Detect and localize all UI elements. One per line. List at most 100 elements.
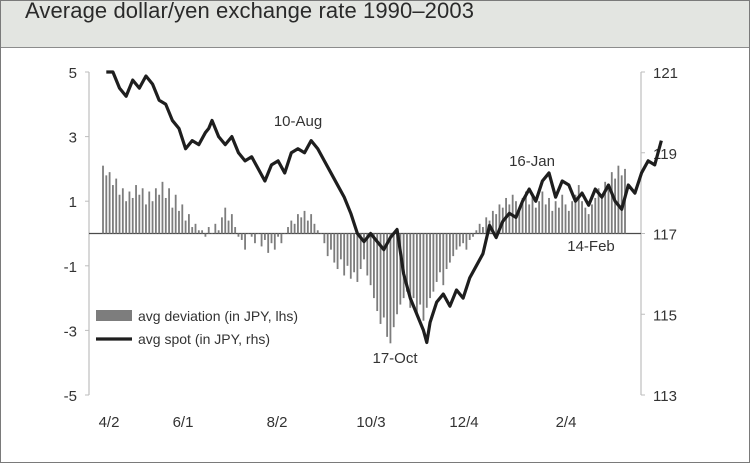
legend: avg deviation (in JPY, lhs) avg spot (in … — [96, 308, 298, 347]
deviation-bar — [339, 233, 342, 260]
deviation-bar — [131, 197, 134, 234]
deviation-bar — [558, 207, 560, 234]
deviation-bar — [138, 194, 141, 234]
annotation-label: 10-Aug — [274, 113, 322, 130]
deviation-bar — [164, 197, 167, 234]
deviation-bar — [194, 223, 197, 234]
deviation-bar — [237, 233, 240, 237]
deviation-bar — [544, 204, 547, 234]
deviation-bar — [346, 233, 349, 266]
deviation-bar — [224, 207, 227, 234]
deviation-bar — [207, 227, 210, 234]
deviation-bar — [455, 233, 458, 250]
deviation-bar — [310, 214, 313, 234]
deviation-bar — [478, 223, 481, 234]
deviation-bar — [297, 214, 299, 234]
deviation-bar — [458, 233, 461, 247]
deviation-bar — [270, 233, 273, 244]
x-tick-label: 6/1 — [173, 414, 194, 431]
deviation-bar — [472, 233, 474, 237]
deviation-bar — [425, 233, 428, 308]
deviation-bar — [491, 210, 494, 234]
deviation-bar — [399, 233, 402, 305]
deviation-bar — [462, 233, 465, 244]
annotation-label: 16-Jan — [509, 153, 555, 170]
x-tick-label: 10/3 — [356, 414, 385, 431]
left-tick-label: -5 — [64, 388, 77, 405]
annotation-label: 17-Oct — [372, 350, 418, 367]
deviation-bar — [121, 188, 124, 234]
deviation-bar — [475, 230, 478, 234]
deviation-bar — [356, 233, 359, 282]
spot-line — [106, 70, 663, 345]
deviation-bar — [600, 194, 603, 234]
deviation-bar — [214, 223, 217, 234]
deviation-bar — [105, 175, 108, 234]
deviation-bar — [574, 194, 577, 234]
legend-label-spot: avg spot (in JPY, rhs) — [138, 331, 270, 347]
deviation-bar — [316, 230, 319, 234]
deviation-bar — [412, 233, 415, 299]
deviation-bar — [538, 201, 541, 234]
deviation-bar — [376, 233, 379, 312]
deviation-bar — [191, 227, 194, 234]
deviation-bar — [498, 204, 501, 234]
deviation-bar — [531, 194, 534, 234]
deviation-bar — [128, 191, 131, 234]
right-tick-label: 115 — [653, 307, 677, 324]
deviation-bar — [277, 233, 280, 237]
deviation-bar — [548, 197, 550, 234]
deviation-bar — [452, 233, 455, 257]
deviation-bar — [240, 233, 243, 240]
deviation-bar — [336, 233, 339, 270]
deviation-bar — [250, 233, 253, 237]
deviation-bar — [369, 233, 372, 286]
left-tick-label: -1 — [64, 259, 77, 276]
deviation-bar — [323, 233, 326, 244]
deviation-bar — [495, 214, 498, 234]
deviation-bar — [432, 233, 435, 292]
x-tick-label: 8/2 — [267, 414, 288, 431]
deviation-bar — [551, 210, 554, 234]
deviation-bar — [283, 233, 286, 234]
deviation-bar — [449, 233, 451, 263]
deviation-bar — [303, 210, 306, 234]
deviation-bar — [333, 233, 336, 263]
deviation-bar — [211, 233, 213, 234]
right-tick-label: 113 — [653, 388, 677, 405]
deviation-bar — [508, 204, 511, 234]
deviation-bar — [465, 233, 468, 250]
deviation-bar — [442, 233, 445, 286]
deviation-bar — [161, 181, 164, 234]
deviation-bar — [197, 230, 200, 234]
deviation-bar — [227, 220, 230, 234]
deviation-bar — [290, 220, 293, 234]
deviation-bar — [260, 233, 263, 247]
deviation-bar — [594, 197, 597, 234]
deviation-bar — [591, 204, 593, 234]
deviation-bar — [614, 178, 616, 234]
deviation-bar — [313, 223, 316, 234]
deviation-bar — [178, 210, 180, 234]
deviation-bar — [151, 201, 154, 234]
deviation-bar — [234, 227, 237, 234]
deviation-bar — [541, 191, 544, 234]
deviation-bar — [174, 194, 177, 234]
deviation-bar — [330, 233, 332, 250]
x-tick-label: 12/4 — [449, 414, 478, 431]
deviation-bar — [554, 201, 557, 234]
deviation-bar — [429, 233, 431, 299]
deviation-bar — [392, 233, 395, 328]
deviation-bar — [419, 233, 422, 305]
deviation-bar — [584, 207, 587, 234]
deviation-bar — [287, 227, 289, 234]
left-tick-label: 5 — [69, 65, 77, 82]
deviation-bar — [135, 185, 137, 234]
deviation-bar — [534, 207, 537, 234]
deviation-bar — [577, 185, 580, 234]
deviation-bar — [247, 233, 250, 234]
deviation-bar — [468, 233, 471, 240]
deviation-bar — [184, 220, 187, 234]
deviation-bar — [415, 233, 418, 315]
